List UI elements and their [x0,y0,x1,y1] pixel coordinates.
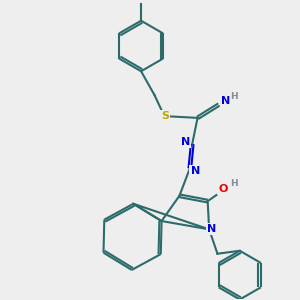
Text: N: N [221,96,230,106]
Text: H: H [231,179,238,188]
Text: H: H [231,92,238,101]
Text: N: N [207,224,216,234]
Text: N: N [181,137,190,147]
Text: S: S [161,111,169,122]
Text: O: O [218,184,228,194]
Text: N: N [190,166,200,176]
